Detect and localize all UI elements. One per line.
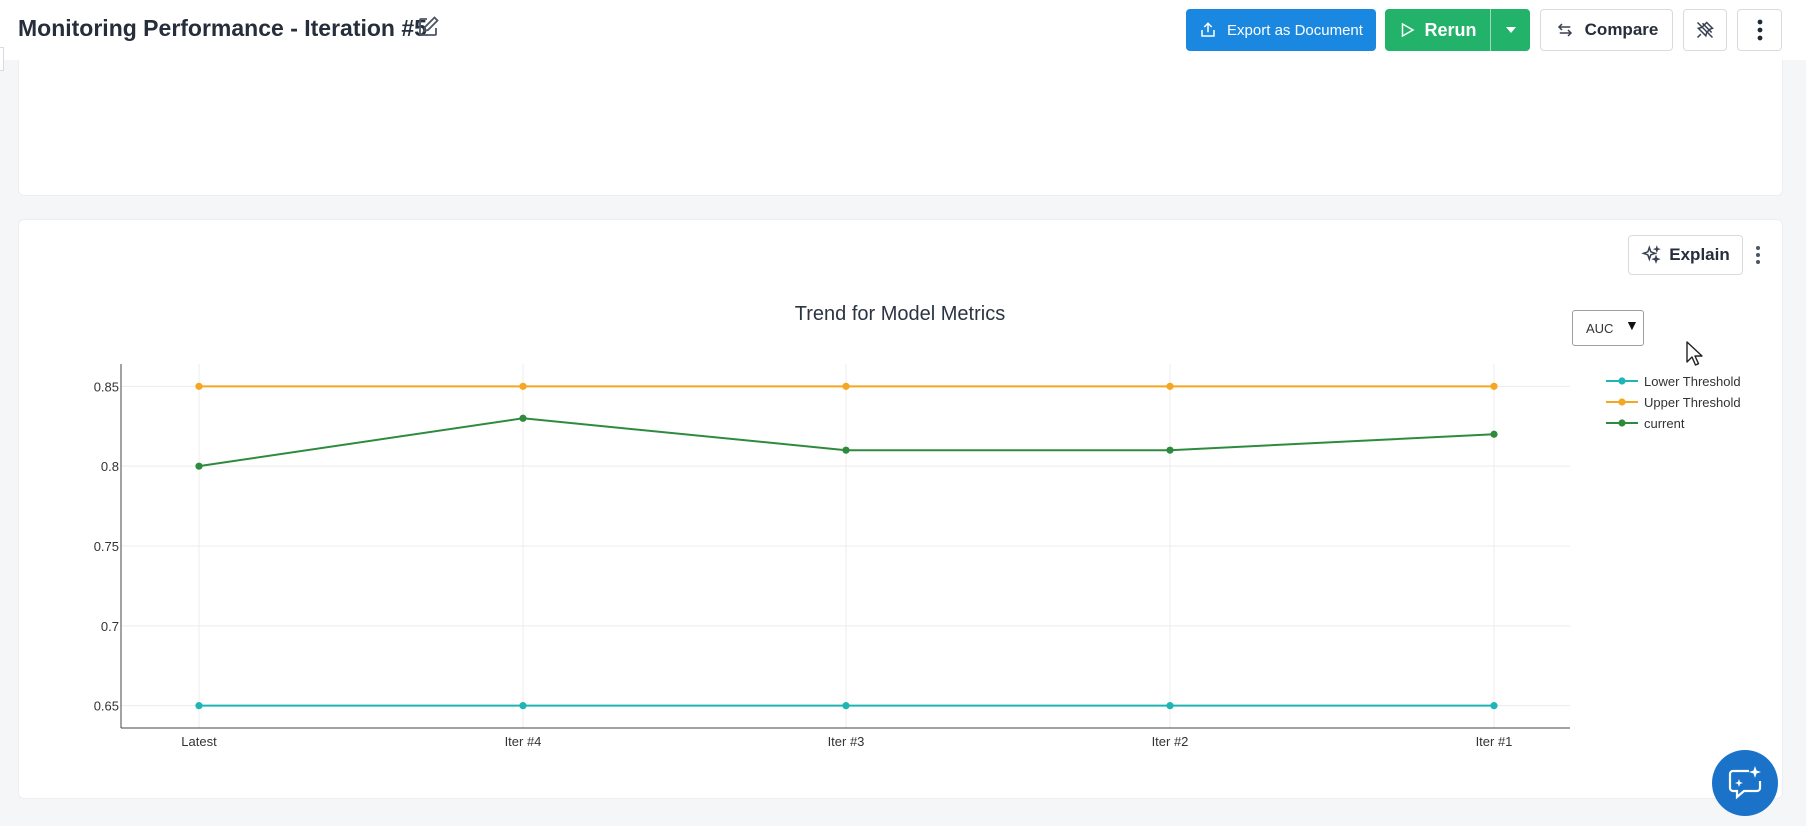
rerun-label: Rerun xyxy=(1424,19,1477,40)
export-as-document-button[interactable]: Export as Document xyxy=(1186,9,1376,51)
rerun-dropdown-button[interactable] xyxy=(1490,9,1530,51)
card-options-icon[interactable] xyxy=(1748,243,1768,267)
swap-arrows-icon xyxy=(1557,23,1572,37)
edit-icon[interactable] xyxy=(416,15,440,39)
share-export-icon xyxy=(1201,22,1215,37)
play-icon xyxy=(1402,22,1415,38)
trend-chart-card xyxy=(18,219,1783,799)
metric-select[interactable]: AUC ▼ xyxy=(1572,310,1644,346)
more-options-button[interactable] xyxy=(1737,9,1782,51)
previous-widget-card xyxy=(18,60,1783,196)
dropdown-triangle-icon: ▼ xyxy=(1625,317,1639,333)
explain-button[interactable]: Explain xyxy=(1628,235,1743,275)
sparkle-icon xyxy=(1641,245,1662,264)
page-title: Monitoring Performance - Iteration #5 xyxy=(18,15,427,41)
rerun-button[interactable]: Rerun xyxy=(1385,9,1490,51)
vertical-dots-icon xyxy=(1757,19,1762,41)
explain-label: Explain xyxy=(1669,245,1730,264)
pin-off-icon xyxy=(1696,21,1714,39)
unpin-button[interactable] xyxy=(1683,9,1727,51)
ai-chat-button[interactable] xyxy=(1712,750,1778,816)
mouse-cursor-icon xyxy=(1686,341,1703,366)
compare-button[interactable]: Compare xyxy=(1540,9,1673,51)
metric-select-value: AUC xyxy=(1586,321,1614,336)
chat-sparkle-icon xyxy=(1728,766,1762,800)
compare-label: Compare xyxy=(1584,20,1659,39)
top-bar: Monitoring Performance - Iteration #5 Ex… xyxy=(0,0,1806,60)
export-label: Export as Document xyxy=(1227,21,1363,39)
caret-down-icon xyxy=(1505,27,1516,33)
side-panel-toggle[interactable] xyxy=(0,47,4,71)
